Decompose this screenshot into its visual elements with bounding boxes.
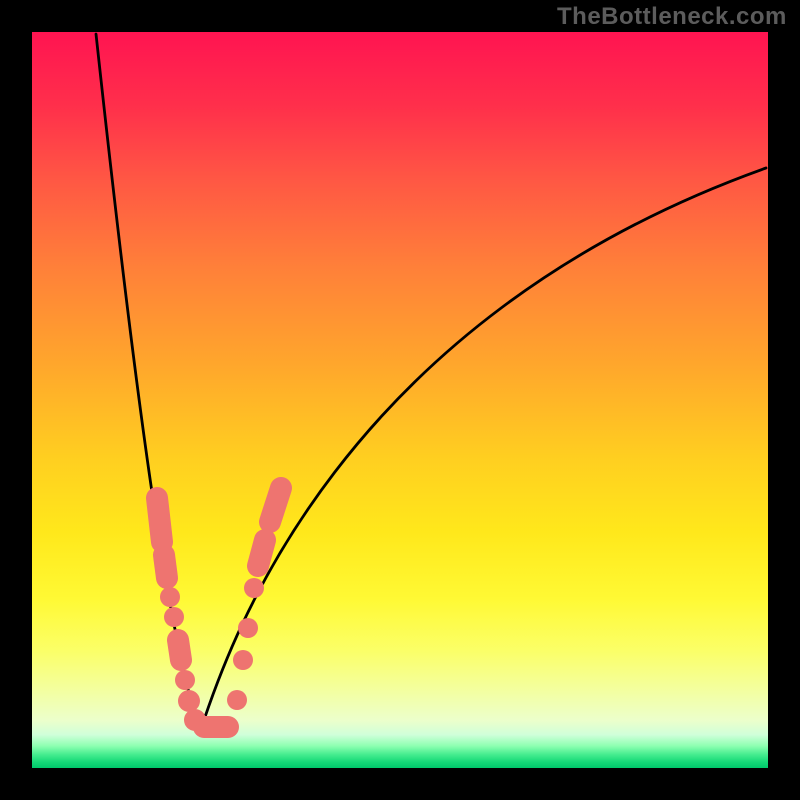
- marker-dot: [184, 709, 206, 731]
- gradient-background: [32, 32, 768, 768]
- marker-dot: [160, 587, 180, 607]
- marker-dot: [178, 690, 200, 712]
- marker-capsule: [258, 540, 265, 566]
- marker-dot: [164, 607, 184, 627]
- frame-bottom: [0, 768, 800, 800]
- marker-dot: [238, 618, 258, 638]
- watermark-text: TheBottleneck.com: [557, 3, 787, 31]
- marker-dot: [227, 690, 247, 710]
- marker-dot: [244, 578, 264, 598]
- marker-capsule: [164, 555, 167, 578]
- marker-dot: [233, 650, 253, 670]
- frame-left: [0, 0, 32, 800]
- marker-capsule: [178, 640, 181, 660]
- marker-capsule: [270, 488, 281, 522]
- frame-right: [768, 0, 800, 800]
- marker-capsule: [157, 498, 162, 542]
- marker-dot: [175, 670, 195, 690]
- bottleneck-chart: [0, 0, 800, 800]
